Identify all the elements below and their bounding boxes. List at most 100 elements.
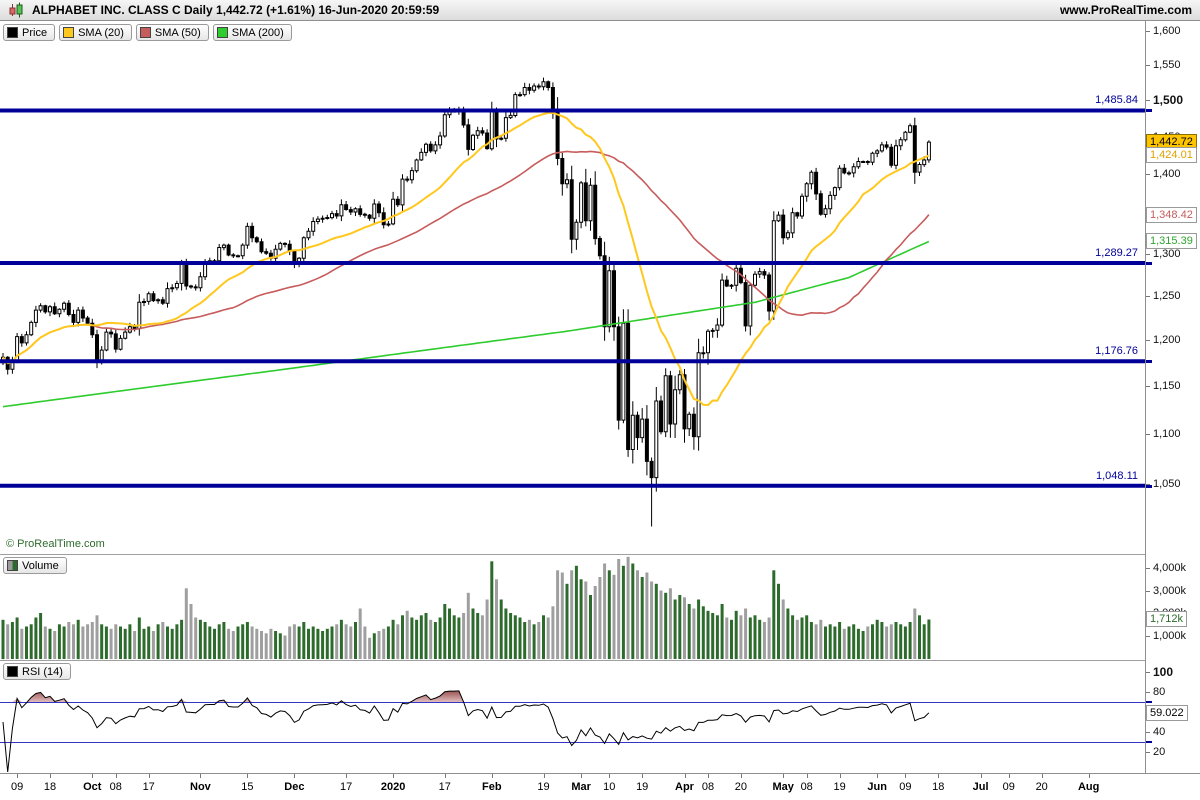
time-axis-tick bbox=[740, 774, 742, 778]
time-axis-label: Dec bbox=[284, 781, 305, 793]
legend-volume-label: Volume bbox=[22, 559, 59, 572]
time-axis-tick bbox=[684, 774, 686, 778]
time-axis-tick bbox=[938, 774, 940, 778]
volume-pane[interactable] bbox=[0, 555, 1145, 660]
time-axis[interactable] bbox=[0, 773, 1200, 800]
time-axis-label: 09 bbox=[10, 781, 24, 793]
legend-price-label: Price bbox=[22, 26, 48, 39]
rsi-level-scale-tick bbox=[1146, 741, 1152, 743]
rsi-legend-row: RSI (14) bbox=[3, 663, 71, 680]
rsi-scale-tick bbox=[1146, 732, 1150, 733]
rsi-tick-label: 100 bbox=[1153, 665, 1174, 679]
time-axis-label: Oct bbox=[83, 781, 102, 793]
price-scale-tick bbox=[1146, 483, 1150, 485]
support-level-label: 1,176.76 bbox=[1095, 345, 1138, 358]
time-axis-tick bbox=[115, 774, 117, 778]
sma20-value-box: 1,424.01 bbox=[1146, 147, 1197, 164]
time-axis-label: Feb bbox=[482, 781, 502, 793]
time-axis-label: Apr bbox=[675, 781, 694, 793]
rsi-tick-label: 40 bbox=[1153, 726, 1166, 738]
time-axis-label: Aug bbox=[1077, 781, 1100, 793]
support-scale-tick bbox=[1146, 360, 1152, 364]
legend-rsi-label: RSI (14) bbox=[22, 665, 63, 678]
price-tick-label: 1,200 bbox=[1153, 334, 1181, 347]
volume-value-box: 1,712k bbox=[1146, 611, 1188, 628]
legend-sma50-button[interactable]: SMA (50) bbox=[135, 24, 209, 41]
rsi-level-scale-tick bbox=[1146, 701, 1152, 703]
legend-sma20-label: SMA (20) bbox=[78, 26, 124, 39]
time-axis-tick bbox=[543, 774, 545, 778]
time-axis-label: 09 bbox=[899, 781, 912, 793]
volume-tick-label: 1,000k bbox=[1153, 629, 1187, 642]
time-axis-label: 08 bbox=[800, 781, 813, 793]
time-axis-label: 20 bbox=[734, 781, 748, 793]
price-volume-divider bbox=[0, 554, 1145, 555]
time-axis-tick bbox=[609, 774, 611, 778]
legend-sma200-button[interactable]: SMA (200) bbox=[212, 24, 292, 41]
legend-sma20-button[interactable]: SMA (20) bbox=[59, 24, 132, 41]
volume-scale-tick bbox=[1146, 635, 1150, 637]
time-axis-label: 19 bbox=[833, 781, 846, 793]
rsi-value-box: 59.022 bbox=[1146, 704, 1188, 721]
time-axis-tick bbox=[783, 774, 785, 778]
support-scale-tick bbox=[1146, 484, 1152, 488]
chart-title: ALPHABET INC. CLASS C Daily 1,442.72 (+1… bbox=[32, 3, 440, 17]
price-scale-tick bbox=[1146, 254, 1150, 256]
volume-rsi-divider bbox=[0, 660, 1145, 661]
price-scale-tick bbox=[1146, 30, 1150, 32]
time-axis-tick bbox=[444, 774, 446, 778]
volume-tick-label: 3,000k bbox=[1153, 584, 1187, 597]
time-axis-label: Nov bbox=[190, 781, 211, 793]
time-axis-label: 15 bbox=[241, 781, 254, 793]
rsi-scale-tick bbox=[1146, 672, 1150, 673]
time-axis-tick bbox=[148, 774, 150, 778]
price-tick-label: 1,050 bbox=[1153, 477, 1181, 490]
time-axis-tick bbox=[294, 774, 296, 778]
price-scale-tick bbox=[1146, 65, 1150, 67]
time-axis-tick bbox=[708, 774, 709, 778]
volume-swatch-icon bbox=[7, 560, 18, 571]
time-axis-label: 19 bbox=[636, 781, 649, 793]
time-axis-tick bbox=[393, 774, 395, 778]
website-link[interactable]: www.ProRealTime.com bbox=[1059, 3, 1192, 17]
price-legend-row: Price SMA (20) SMA (50) SMA (200) bbox=[3, 24, 292, 41]
time-axis-label: 10 bbox=[603, 781, 616, 793]
time-axis-tick bbox=[980, 774, 982, 778]
time-axis-label: 08 bbox=[701, 781, 715, 793]
time-axis-tick bbox=[905, 774, 907, 778]
time-axis-tick bbox=[491, 774, 493, 778]
chart-title-bar: ALPHABET INC. CLASS C Daily 1,442.72 (+1… bbox=[0, 0, 1200, 21]
legend-price-button[interactable]: Price bbox=[3, 24, 56, 41]
candlestick-logo-icon bbox=[8, 2, 26, 18]
price-scale-tick bbox=[1146, 296, 1150, 298]
volume-scale-tick bbox=[1146, 590, 1150, 592]
support-level-label: 1,485.84 bbox=[1095, 94, 1138, 107]
price-scale-tick bbox=[1146, 433, 1150, 435]
time-axis-label: 17 bbox=[142, 781, 155, 793]
sma50-value-box: 1,348.42 bbox=[1146, 206, 1197, 223]
legend-volume-button[interactable]: Volume bbox=[3, 557, 67, 574]
price-pane[interactable] bbox=[0, 22, 1145, 553]
price-scale-tick bbox=[1146, 385, 1150, 387]
rsi-scale-tick bbox=[1146, 692, 1150, 693]
time-axis-label: 08 bbox=[109, 781, 122, 793]
rsi-tick-label: 20 bbox=[1153, 746, 1166, 758]
time-axis-label: Mar bbox=[571, 781, 591, 793]
support-level-label: 1,289.27 bbox=[1095, 247, 1138, 260]
time-axis-tick bbox=[346, 774, 348, 778]
legend-rsi-button[interactable]: RSI (14) bbox=[3, 663, 71, 680]
price-tick-label: 1,500 bbox=[1153, 93, 1184, 108]
time-axis-label: Jun bbox=[867, 781, 887, 793]
time-axis-tick bbox=[247, 774, 249, 778]
rsi-pane[interactable] bbox=[0, 661, 1145, 773]
price-tick-label: 1,600 bbox=[1153, 24, 1181, 37]
volume-tick-label: 4,000k bbox=[1153, 562, 1187, 574]
time-axis-label: 18 bbox=[43, 781, 57, 793]
sma20-swatch-icon bbox=[63, 27, 75, 38]
time-axis-label: 20 bbox=[1035, 781, 1048, 793]
price-tick-label: 1,550 bbox=[1153, 59, 1181, 72]
time-axis-tick bbox=[877, 774, 879, 778]
time-axis-label: 19 bbox=[537, 781, 550, 793]
price-tick-label: 1,250 bbox=[1153, 290, 1181, 303]
price-scale-tick bbox=[1146, 340, 1150, 342]
